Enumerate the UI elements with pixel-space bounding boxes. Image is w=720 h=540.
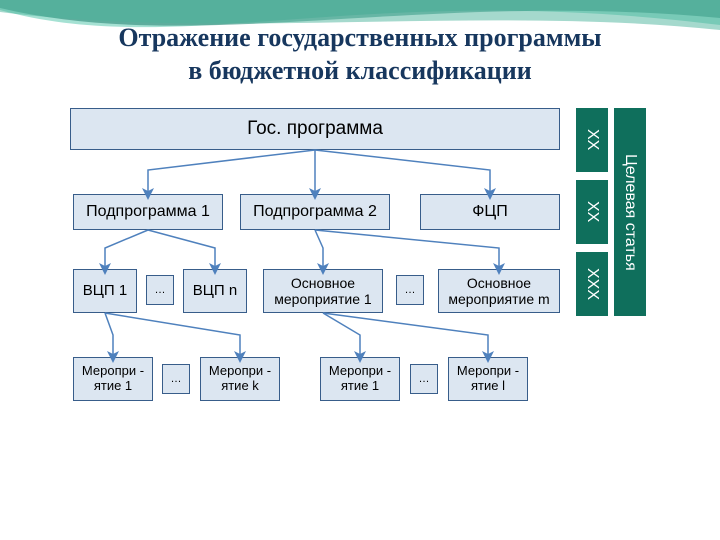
box-ellipsis-2: … — [396, 275, 424, 305]
box-event-k: Меропри - ятие k — [200, 357, 280, 401]
title-line-1: Отражение государственных программы — [118, 23, 601, 52]
side-target-article: Целевая статья — [614, 108, 646, 316]
box-root-label: Гос. программа — [247, 118, 383, 140]
box-vcp-1: ВЦП 1 — [73, 269, 137, 313]
label: ВЦП n — [193, 282, 237, 299]
box-ellipsis-3: … — [162, 364, 190, 394]
box-event-1a: Меропри - ятие 1 — [73, 357, 153, 401]
box-event-1b: Меропри - ятие 1 — [320, 357, 400, 401]
label: XX — [583, 129, 601, 150]
label: Целевая статья — [621, 154, 639, 271]
label: … — [419, 373, 430, 386]
side-xx-1: XX — [576, 108, 608, 172]
title-line-2: в бюджетной классификации — [188, 56, 531, 85]
label: … — [405, 284, 416, 297]
slide-title: Отражение государственных программы в бю… — [0, 22, 720, 87]
side-xxx: XXX — [576, 252, 608, 316]
label: … — [155, 284, 166, 297]
label: XXX — [583, 268, 601, 300]
label: ФЦП — [472, 203, 508, 221]
box-ellipsis-1: … — [146, 275, 174, 305]
box-event-l: Меропри - ятие l — [448, 357, 528, 401]
box-subprogram-1: Подпрограмма 1 — [73, 194, 223, 230]
label: Меропри - ятие 1 — [325, 364, 395, 394]
label: Меропри - ятие k — [205, 364, 275, 394]
box-ellipsis-4: … — [410, 364, 438, 394]
box-subprogram-2: Подпрограмма 2 — [240, 194, 390, 230]
slide: Отражение государственных программы в бю… — [0, 0, 720, 540]
label: ВЦП 1 — [83, 282, 127, 299]
box-root: Гос. программа — [70, 108, 560, 150]
label: Меропри - ятие 1 — [78, 364, 148, 394]
label: Подпрограмма 1 — [86, 203, 210, 221]
label: XX — [583, 201, 601, 222]
label: … — [171, 373, 182, 386]
label: Основное мероприятие 1 — [268, 275, 378, 307]
side-xx-2: XX — [576, 180, 608, 244]
label: Меропри - ятие l — [453, 364, 523, 394]
label: Основное мероприятие m — [443, 275, 555, 307]
box-main-event-m: Основное мероприятие m — [438, 269, 560, 313]
box-vcp-n: ВЦП n — [183, 269, 247, 313]
box-fcp: ФЦП — [420, 194, 560, 230]
label: Подпрограмма 2 — [253, 203, 377, 221]
box-main-event-1: Основное мероприятие 1 — [263, 269, 383, 313]
